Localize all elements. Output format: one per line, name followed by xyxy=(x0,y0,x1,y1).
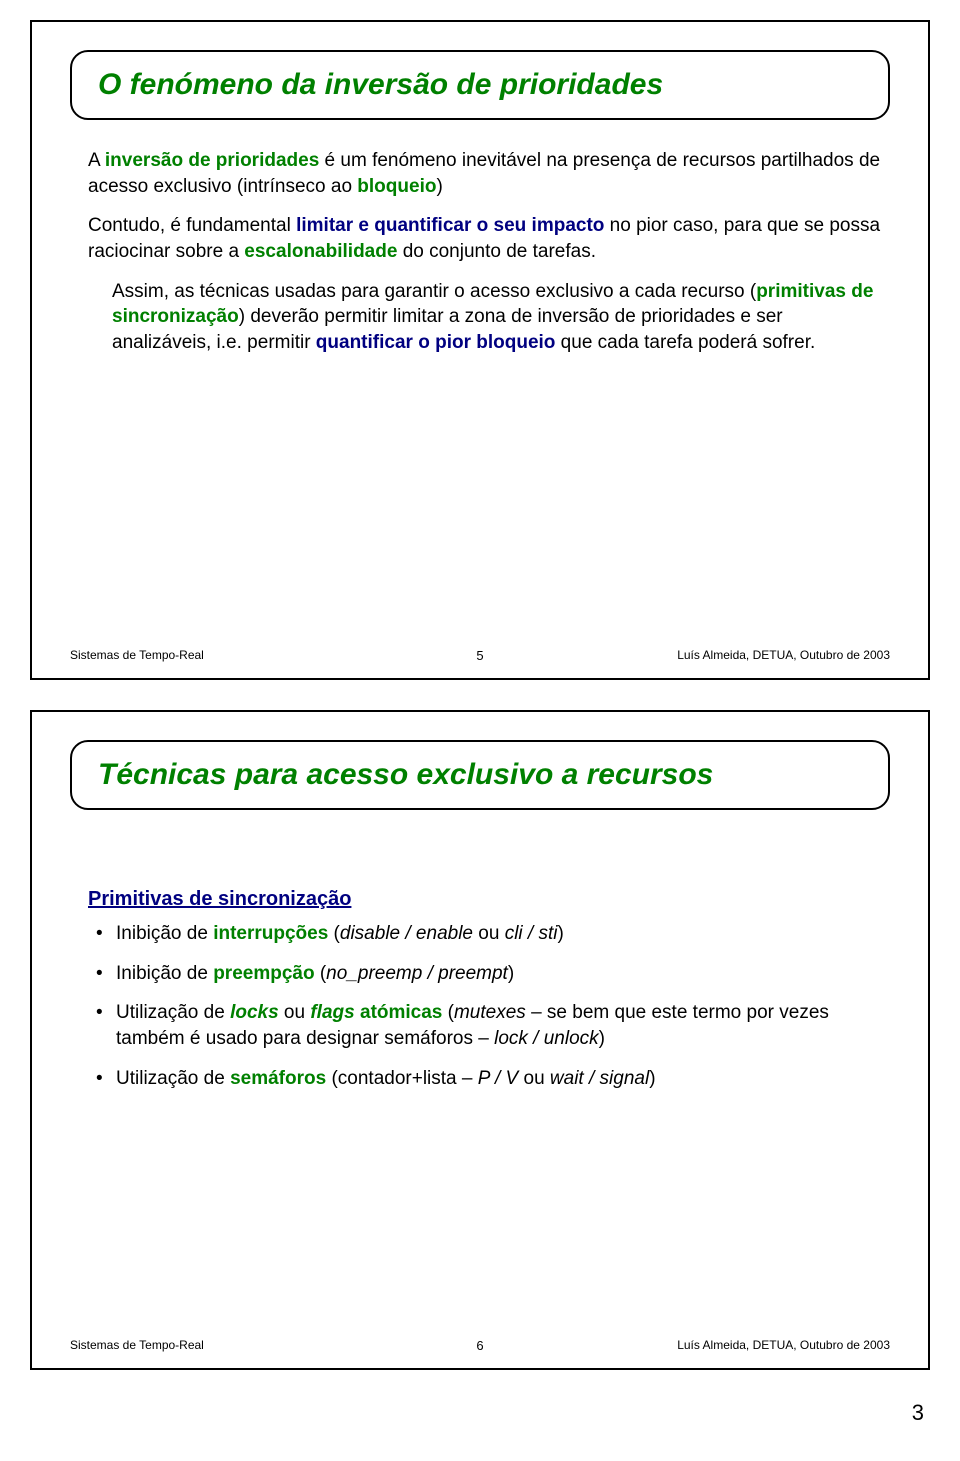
title-frame: O fenómeno da inversão de prioridades xyxy=(70,50,890,120)
section-subhead: Primitivas de sincronização xyxy=(88,886,882,913)
bullet-list: Inibição de interrupções (disable / enab… xyxy=(88,921,882,1091)
emphasis: limitar e quantificar o seu impacto xyxy=(296,215,604,236)
footer-right: Luís Almeida, DETUA, Outubro de 2003 xyxy=(677,648,890,662)
emphasis: escalonabilidade xyxy=(244,241,397,262)
emphasis: bloqueio xyxy=(357,176,436,197)
page-number: 3 xyxy=(0,1400,960,1448)
footer-left: Sistemas de Tempo-Real xyxy=(70,1338,204,1352)
list-item: Inibição de preempção (no_preemp / preem… xyxy=(96,961,882,987)
list-item: Utilização de locks ou flags atómicas (m… xyxy=(96,1000,882,1051)
emphasis: semáforos xyxy=(230,1068,326,1089)
footer-page: 6 xyxy=(476,1338,483,1353)
slide-1: O fenómeno da inversão de prioridades A … xyxy=(30,20,930,680)
slide-content: Primitivas de sincronização Inibição de … xyxy=(70,838,890,1091)
slide-title: O fenómeno da inversão de prioridades xyxy=(98,68,862,102)
emphasis: flags xyxy=(310,1002,354,1023)
emphasis: preempção xyxy=(213,963,314,984)
slide-footer: Sistemas de Tempo-Real 6 Luís Almeida, D… xyxy=(70,1338,890,1352)
emphasis: inversão de prioridades xyxy=(105,150,319,171)
paragraph-2: Contudo, é fundamental limitar e quantif… xyxy=(88,213,882,264)
list-item: Inibição de interrupções (disable / enab… xyxy=(96,921,882,947)
slide-content: A inversão de prioridades é um fenómeno … xyxy=(70,148,890,355)
slide-title: Técnicas para acesso exclusivo a recurso… xyxy=(98,758,862,792)
footer-right: Luís Almeida, DETUA, Outubro de 2003 xyxy=(677,1338,890,1352)
emphasis: atómicas xyxy=(355,1002,443,1023)
footer-left: Sistemas de Tempo-Real xyxy=(70,648,204,662)
emphasis: quantificar o pior bloqueio xyxy=(316,332,556,353)
title-frame: Técnicas para acesso exclusivo a recurso… xyxy=(70,740,890,810)
emphasis: locks xyxy=(230,1002,279,1023)
slide-2: Técnicas para acesso exclusivo a recurso… xyxy=(30,710,930,1370)
paragraph-1: A inversão de prioridades é um fenómeno … xyxy=(88,148,882,199)
list-item: Utilização de semáforos (contador+lista … xyxy=(96,1066,882,1092)
emphasis: interrupções xyxy=(213,923,328,944)
paragraph-3: Assim, as técnicas usadas para garantir … xyxy=(88,279,882,356)
footer-page: 5 xyxy=(476,648,483,663)
slide-footer: Sistemas de Tempo-Real 5 Luís Almeida, D… xyxy=(70,648,890,662)
